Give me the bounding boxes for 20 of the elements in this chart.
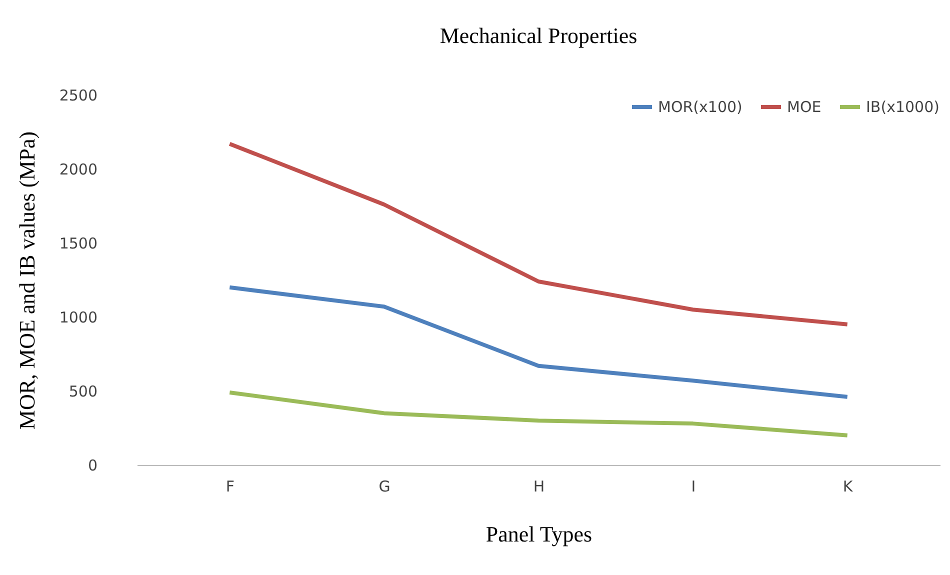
line-series bbox=[228, 390, 850, 438]
x-axis-title: Panel Types bbox=[486, 522, 592, 546]
y-tick-label: 1000 bbox=[59, 308, 98, 326]
legend-label: IB(x1000) bbox=[866, 98, 940, 116]
x-tick-label: G bbox=[378, 478, 390, 496]
y-tick-label: 0 bbox=[88, 456, 98, 474]
chart-title: Mechanical Properties bbox=[440, 23, 638, 48]
y-tick-label: 2000 bbox=[59, 160, 98, 178]
x-tick-label: K bbox=[842, 478, 854, 496]
x-tick-label: H bbox=[533, 478, 545, 496]
line-series bbox=[228, 285, 850, 399]
line-series bbox=[228, 142, 850, 326]
y-tick-label: 500 bbox=[68, 382, 98, 400]
x-tick-label: I bbox=[691, 478, 696, 496]
legend-label: MOE bbox=[787, 98, 822, 116]
y-tick-label: 1500 bbox=[59, 234, 98, 252]
legend-label: MOR(x100) bbox=[658, 98, 742, 116]
y-tick-label: 2500 bbox=[59, 86, 98, 104]
x-tick-label: F bbox=[226, 478, 234, 496]
y-axis-title: MOR, MOE and IB values (MPa) bbox=[14, 131, 40, 430]
